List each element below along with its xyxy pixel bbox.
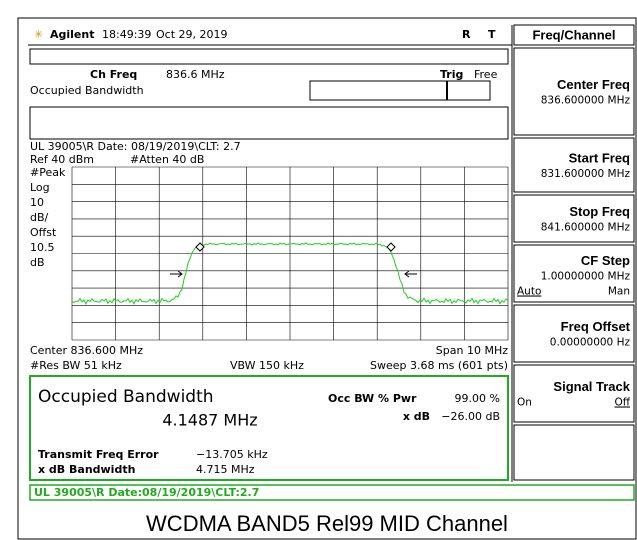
softkey-label: Start Freq — [569, 150, 630, 165]
empty-box — [29, 48, 509, 65]
footer-status-box — [29, 484, 635, 501]
caption: WCDMA BAND5 Rel99 MID Channel — [146, 511, 508, 536]
xdb: −26.00 dB — [441, 410, 500, 423]
ch-freq: 836.6 MHz — [166, 68, 225, 81]
pwr: 99.00 % — [455, 392, 500, 405]
menu-title-box — [513, 24, 635, 46]
scale-label: Offst — [30, 226, 57, 239]
trig-label: Trig — [440, 68, 463, 81]
softkey-value: 0.00000000 Hz — [550, 337, 631, 349]
softkey-value: 831.600000 MHz — [541, 168, 631, 180]
softkey-option: Auto — [517, 286, 541, 298]
atten: #Atten 40 dB — [130, 153, 204, 166]
scale-labels: #Peak Log 10 dB/Offst 10.5 dB — [30, 166, 66, 269]
softkey[interactable] — [513, 194, 635, 243]
xbw: 4.715 MHz — [196, 463, 255, 476]
softkey-option: On — [517, 397, 532, 409]
softkey-option: Off — [615, 397, 631, 409]
softkey-value: 841.600000 MHz — [541, 222, 631, 234]
pwr-label: Occ BW % Pwr — [328, 392, 417, 405]
note: UL 39005\R Date: 08/19/2019\CLT: 2.7 — [30, 140, 241, 153]
brand: Agilent — [50, 28, 94, 41]
rbw: #Res BW 51 kHz — [30, 359, 122, 372]
scale-label: #Peak — [30, 166, 66, 179]
softkey[interactable] — [513, 137, 635, 193]
scale-label: Log — [30, 181, 50, 194]
results-box — [29, 375, 509, 481]
scale-label: 10 — [30, 196, 44, 209]
trig: Free — [474, 68, 498, 81]
softkey-value: 1.00000000 MHz — [541, 271, 631, 283]
results-value: 4.1487 MHz — [162, 411, 257, 430]
center: Center 836.600 MHz — [30, 344, 143, 357]
xbw-label: x dB Bandwidth — [38, 463, 135, 476]
softkey-option: Man — [608, 286, 630, 298]
graticule — [71, 166, 509, 341]
results-title: Occupied Bandwidth — [38, 387, 214, 407]
sweep: Sweep 3.68 ms (601 pts) — [370, 359, 508, 372]
softkeys: Center Freq 836.600000 MHz Start Freq 831.6… — [513, 47, 635, 481]
span: Span 10 MHz — [436, 344, 508, 357]
vbw: VBW 150 kHz — [230, 359, 304, 372]
softkey-label: Stop Freq — [569, 204, 630, 219]
marker — [195, 242, 396, 252]
progress-box — [309, 80, 491, 101]
scale-label: 10.5 — [30, 241, 55, 254]
scale-label: dB — [30, 256, 45, 269]
arrow — [170, 270, 417, 278]
softkey-label: Freq Offset — [561, 319, 631, 334]
xdb-label: x dB — [403, 410, 430, 423]
tfe-label: Transmit Freq Error — [38, 448, 159, 461]
scale-label: dB/ — [30, 211, 49, 224]
flag: T — [488, 28, 496, 41]
softkey-value: 836.600000 MHz — [541, 95, 631, 107]
ref: Ref 40 dBm — [30, 153, 94, 166]
mode: Occupied Bandwidth — [30, 84, 144, 97]
softkey[interactable] — [513, 244, 635, 303]
trace — [71, 242, 509, 305]
time: 18:49:39 — [102, 28, 151, 41]
menu-title: Freq/Channel — [532, 27, 615, 42]
softkey[interactable] — [513, 364, 635, 423]
softkey-label: CF Step — [581, 253, 630, 268]
softkey[interactable] — [513, 47, 635, 136]
softkey[interactable] — [513, 424, 635, 481]
tfe: −13.705 kHz — [196, 448, 268, 461]
empty-box — [29, 106, 509, 140]
softkey[interactable] — [513, 304, 635, 363]
logo: ✳ — [34, 28, 43, 41]
frame — [17, 17, 637, 540]
footer-status: UL 39005\R Date:08/19/2019\CLT:2.7 — [34, 486, 259, 499]
ch-freq-label: Ch Freq — [90, 68, 137, 81]
softkey-label: Center Freq — [557, 77, 630, 92]
softkey-label: Signal Track — [553, 379, 630, 394]
flag: R — [462, 28, 471, 41]
date: Oct 29, 2019 — [156, 28, 228, 41]
